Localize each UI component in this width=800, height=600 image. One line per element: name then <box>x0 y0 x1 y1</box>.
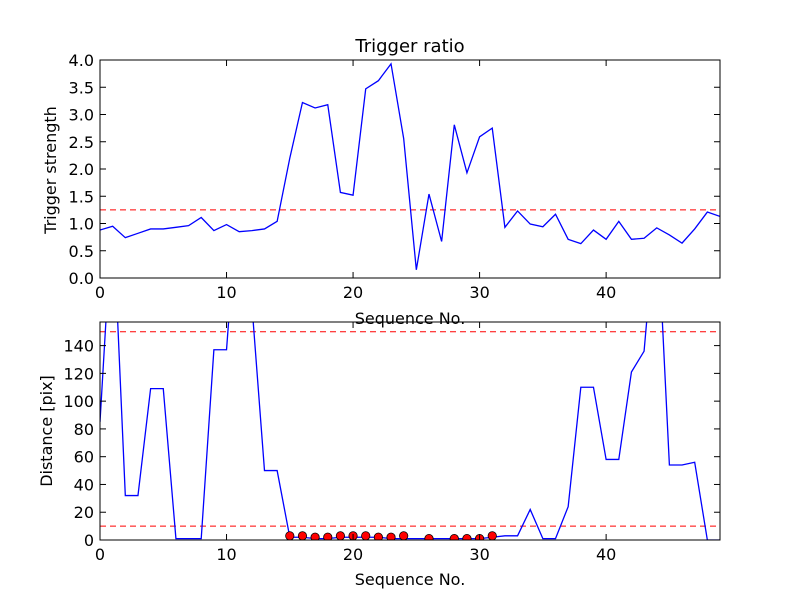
y-tick-label: 60 <box>74 448 94 467</box>
series-line <box>100 62 720 270</box>
x-tick-label: 40 <box>596 545 616 564</box>
x-tick-label: 10 <box>216 545 236 564</box>
data-point <box>449 534 459 540</box>
y-tick-label: 140 <box>63 337 94 356</box>
y-tick-label: 120 <box>63 364 94 383</box>
series-line <box>100 322 720 540</box>
data-point <box>487 531 497 540</box>
plot-data-layer <box>100 62 720 270</box>
plot-area: 0 10 20 30 40 0.0 0.5 1.0 1.5 2.0 2.5 3.0 3.5 4.0 <box>69 51 721 302</box>
x-tick-label: 20 <box>343 545 363 564</box>
data-point <box>386 532 396 540</box>
data-point <box>361 531 371 540</box>
y-tick-label: 0.0 <box>69 269 94 288</box>
data-point <box>297 531 308 540</box>
x-tick-label: 30 <box>469 283 489 302</box>
x-axis-label: Sequence No. <box>355 570 466 589</box>
data-point <box>424 534 434 540</box>
y-tick-label: 40 <box>74 475 94 494</box>
x-tick-label: 40 <box>596 283 616 302</box>
data-point <box>373 532 383 540</box>
data-point <box>323 532 333 540</box>
y-tick-label: 2.5 <box>69 133 94 152</box>
x-axis-label: Sequence No. <box>355 309 466 328</box>
data-point <box>335 531 346 540</box>
y-tick-label: 0 <box>84 531 94 550</box>
y-tick-label: 3.5 <box>69 78 94 97</box>
data-point <box>285 531 295 540</box>
y-tick-label: 1.0 <box>69 215 94 234</box>
x-tick-label: 20 <box>343 283 363 302</box>
y-tick-label: 4.0 <box>69 51 94 70</box>
y-tick-label: 80 <box>74 420 94 439</box>
y-axis-label: Distance [pix] <box>37 375 56 487</box>
plot-frame <box>99 321 721 541</box>
data-point <box>399 531 409 540</box>
data-point <box>462 534 472 540</box>
x-tick-label: 0 <box>95 283 105 302</box>
y-tick-label: 20 <box>74 503 94 522</box>
chart-title: Trigger ratio <box>354 36 464 57</box>
trigger-ratio-chart: Trigger ratio 0 10 20 30 40 0.0 0.5 1.0 1.5 2.0 2.… <box>41 36 721 328</box>
plot-data-layer <box>100 322 720 540</box>
y-tick-label: 1.5 <box>69 187 94 206</box>
x-tick-label: 30 <box>469 545 489 564</box>
data-point <box>310 532 320 540</box>
y-tick-label: 100 <box>63 392 94 411</box>
y-axis-label: Trigger strength <box>41 106 60 235</box>
y-tick-label: 0.5 <box>69 242 94 261</box>
y-tick-label: 2.0 <box>69 160 94 179</box>
plot-area: 0 10 20 30 40 0 20 40 60 80 100 120 140 <box>63 321 721 564</box>
y-tick-label: 3.0 <box>69 106 94 125</box>
x-tick-label: 0 <box>95 545 105 564</box>
distance-chart: 0 10 20 30 40 0 20 40 60 80 100 120 140 Sequence No.… <box>37 321 721 589</box>
x-tick-label: 10 <box>216 283 236 302</box>
